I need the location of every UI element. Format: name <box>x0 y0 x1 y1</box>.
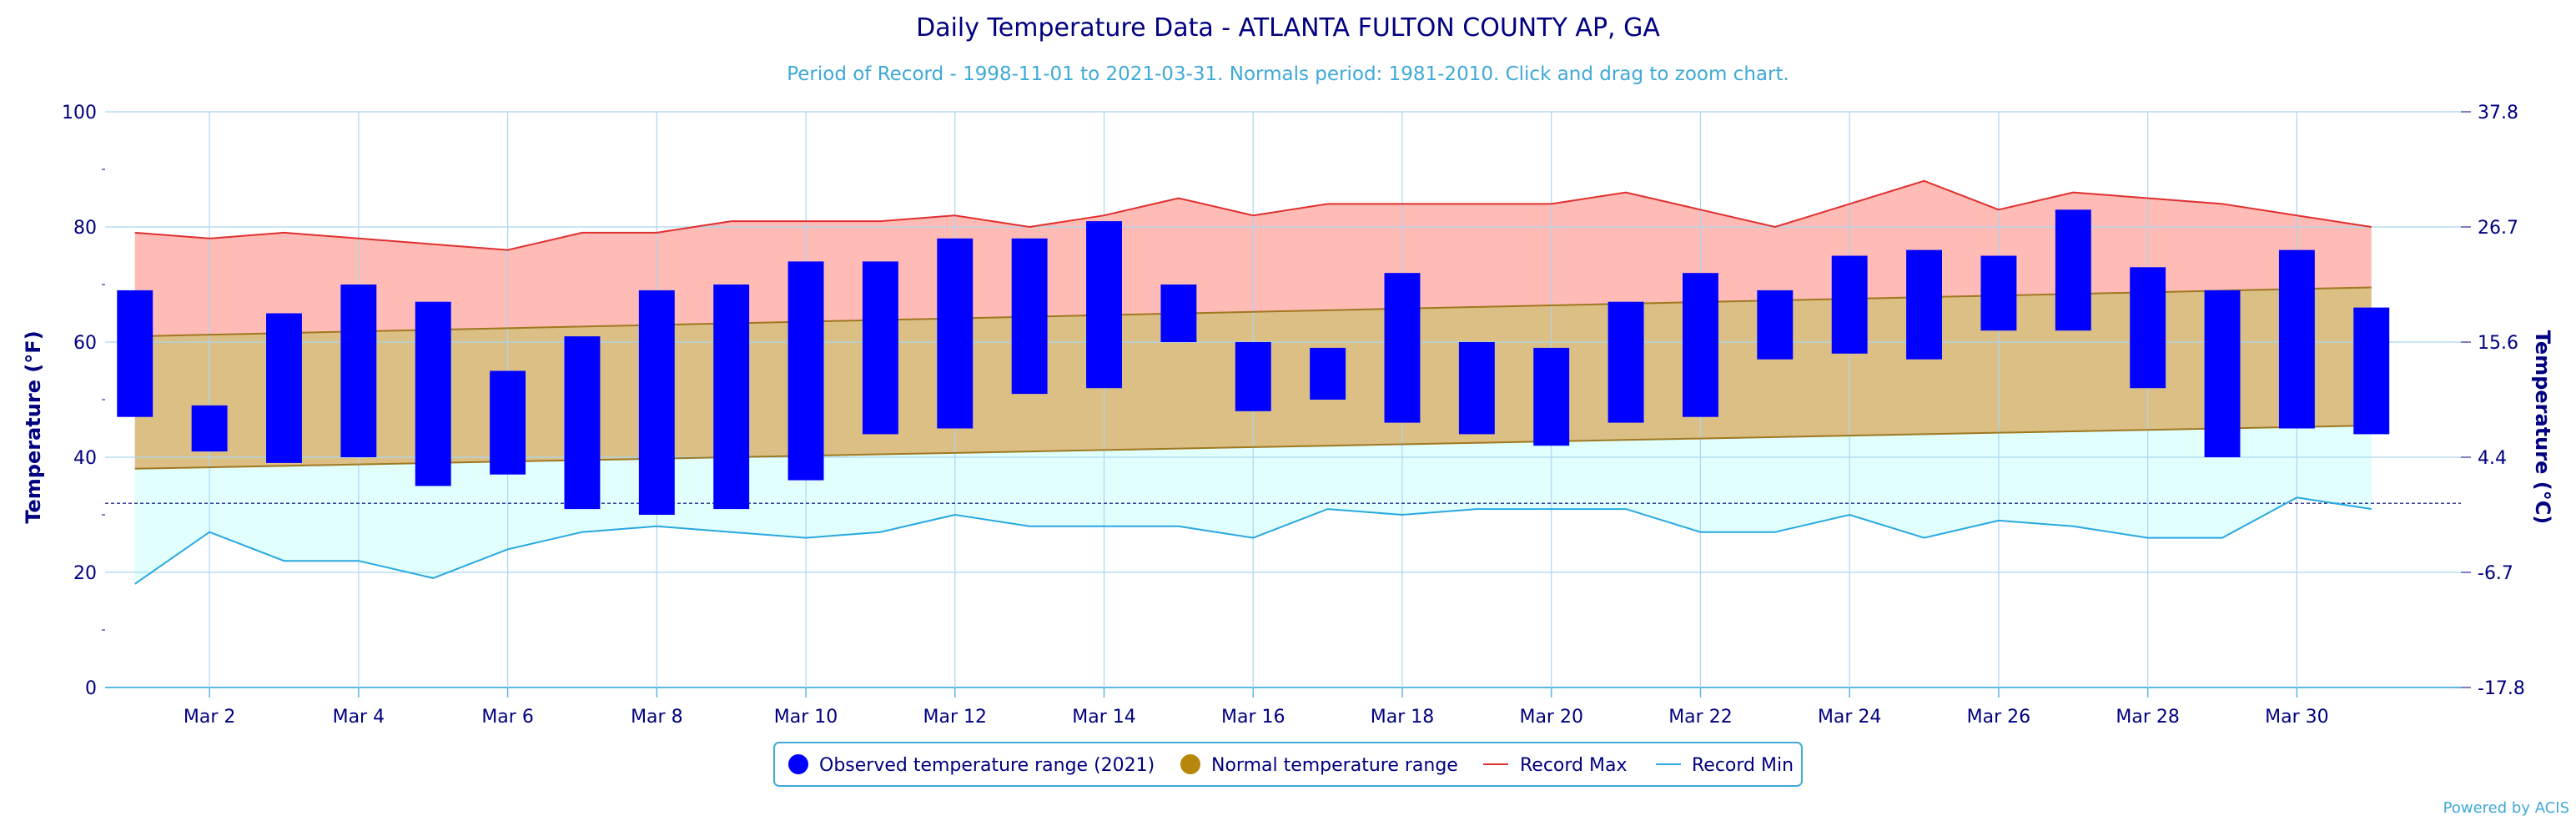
observed-bar-mar-26 <box>1980 255 2017 331</box>
x-tick-label: Mar 20 <box>1519 707 1583 728</box>
observed-bar-mar-23 <box>1757 290 1794 360</box>
observed-bar-mar-1 <box>117 290 153 417</box>
y-tick-right: 15.6 <box>2478 333 2518 354</box>
x-axis: Mar 2 Mar 4 Mar 6 Mar 8 Mar 10 Mar 12 Mar 14 Ma… <box>184 688 2329 728</box>
x-tick-label: Mar 12 <box>923 707 988 728</box>
x-tick-label: Mar 28 <box>2116 707 2180 728</box>
record-min-line <box>134 496 2372 585</box>
y-axis-left: 0 20 40 60 80 100 <box>62 103 105 699</box>
y-tick-right: -6.7 <box>2478 563 2513 584</box>
observed-bar-mar-6 <box>490 370 526 475</box>
y-tick-right: 4.4 <box>2478 448 2507 469</box>
observed-bar-mar-5 <box>415 301 451 486</box>
observed-bar-mar-8 <box>638 290 675 515</box>
y-tick-left: 100 <box>62 103 97 123</box>
legend-observed[interactable]: Observed temperature range (2021) <box>819 755 1155 776</box>
x-tick-label: Mar 24 <box>1818 707 1882 728</box>
record-max-line <box>134 179 2372 251</box>
credit-text[interactable]: Powered by ACIS <box>2443 799 2569 817</box>
observed-bar-mar-28 <box>2130 267 2166 389</box>
observed-bar-mar-18 <box>1384 273 1421 423</box>
y-tick-left: 40 <box>73 448 97 469</box>
observed-bar-mar-17 <box>1310 347 1346 400</box>
x-tick-label: Mar 26 <box>1967 707 2031 728</box>
observed-bar-mar-9 <box>713 285 750 510</box>
observed-bars <box>117 209 2390 515</box>
observed-bar-mar-16 <box>1235 342 1271 411</box>
y-tick-left: 0 <box>85 678 97 699</box>
x-tick-label: Mar 16 <box>1221 707 1285 728</box>
legend: Observed temperature range (2021) Normal… <box>773 742 1803 787</box>
observed-bar-mar-11 <box>862 261 898 435</box>
observed-bar-mar-24 <box>1831 255 1868 354</box>
observed-bar-mar-20 <box>1533 347 1570 446</box>
observed-bar-mar-25 <box>1906 249 1943 360</box>
y-axis-right: -17.8 -6.7 4.4 15.6 26.7 37.8 <box>2461 103 2525 699</box>
observed-bar-mar-21 <box>1607 301 1644 423</box>
x-tick-label: Mar 30 <box>2265 707 2329 728</box>
y-axis-title-left: Temperature (°F) <box>22 330 45 523</box>
y-tick-right: 37.8 <box>2478 103 2518 123</box>
observed-bar-mar-27 <box>2055 209 2091 331</box>
observed-bar-mar-2 <box>191 405 228 452</box>
observed-bar-mar-10 <box>787 261 824 481</box>
observed-bar-mar-4 <box>340 285 377 457</box>
observed-bar-mar-19 <box>1458 342 1495 435</box>
x-tick-label: Mar 18 <box>1371 707 1435 728</box>
legend-observed-marker <box>788 754 808 774</box>
x-tick-label: Mar 2 <box>184 707 236 728</box>
observed-bar-mar-30 <box>2278 249 2315 429</box>
observed-bar-mar-29 <box>2204 290 2241 457</box>
observed-bar-mar-14 <box>1086 221 1122 389</box>
legend-normal-marker <box>1180 754 1200 774</box>
legend-normal[interactable]: Normal temperature range <box>1211 755 1458 776</box>
observed-bar-mar-31 <box>2353 307 2390 435</box>
x-tick-label: Mar 4 <box>333 707 385 728</box>
x-tick-label: Mar 6 <box>481 707 534 728</box>
observed-bar-mar-7 <box>564 336 601 510</box>
x-tick-label: Mar 22 <box>1668 707 1733 728</box>
legend-record-max[interactable]: Record Max <box>1520 755 1628 776</box>
legend-record-min[interactable]: Record Min <box>1692 755 1794 776</box>
x-tick-label: Mar 8 <box>631 707 683 728</box>
chart-subtitle: Period of Record - 1998-11-01 to 2021-03… <box>787 63 1789 85</box>
observed-bar-mar-22 <box>1683 273 1718 417</box>
plot-area[interactable] <box>105 111 2461 688</box>
observed-bar-mar-15 <box>1160 285 1197 342</box>
observed-bar-mar-13 <box>1011 238 1048 395</box>
x-tick-label: Mar 10 <box>774 707 838 728</box>
y-tick-right: 26.7 <box>2478 218 2518 239</box>
y-tick-left: 60 <box>73 333 97 354</box>
observed-bar-mar-12 <box>937 238 974 429</box>
y-tick-left: 20 <box>73 563 97 584</box>
chart-title: Daily Temperature Data - ATLANTA FULTON … <box>916 13 1660 43</box>
observed-bar-mar-3 <box>266 313 302 463</box>
y-axis-title-right: Temperature (°C) <box>2531 330 2554 525</box>
y-tick-right: -17.8 <box>2478 678 2525 699</box>
y-tick-left: 80 <box>73 218 97 239</box>
x-tick-label: Mar 14 <box>1072 707 1136 728</box>
legend-box <box>773 742 1803 787</box>
